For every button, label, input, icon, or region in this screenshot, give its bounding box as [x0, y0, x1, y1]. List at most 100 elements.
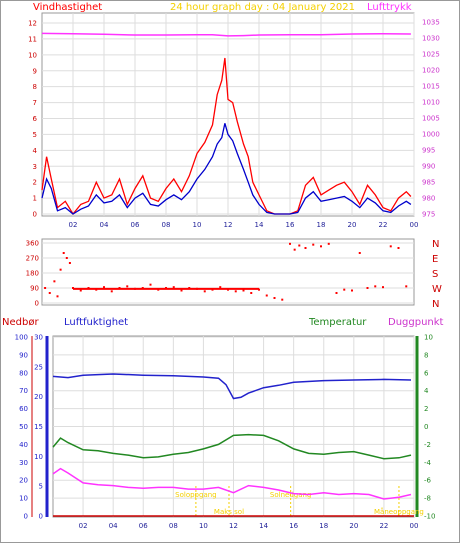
pressure-tick-label: 1030	[422, 35, 440, 43]
direction-point	[180, 289, 183, 292]
wind-tick-label: 0	[33, 211, 37, 219]
wind-tick-label: 6	[33, 115, 38, 123]
humidity-y-axis: 0 5 10 15 20 25 30	[34, 334, 43, 521]
humidity-label: Luftfuktighet	[64, 317, 128, 328]
precip-tick-label: 50	[19, 423, 28, 431]
precip-tick-label: 20	[19, 477, 28, 485]
direction-point	[79, 289, 82, 292]
humidity-x-tick: 22	[379, 522, 388, 530]
humidity-tick-label: 20	[34, 393, 43, 401]
direction-point	[234, 290, 237, 293]
direction-point	[141, 287, 144, 289]
wind-x-tick: 16	[286, 221, 295, 229]
wind-direction-y-axis: 0 90 180 270 360	[26, 240, 39, 308]
temperature-tick-label: -10	[424, 513, 435, 521]
compass-letter: E	[432, 254, 438, 265]
temperature-tick-label: -4	[424, 459, 432, 467]
pressure-tick-label: 1005	[422, 115, 440, 123]
wind-x-tick: 06	[131, 221, 140, 229]
pressure-tick-label: 995	[422, 147, 435, 155]
direction-point	[126, 285, 129, 288]
direction-point	[44, 287, 47, 289]
humidity-tick-label: 25	[34, 363, 43, 371]
humidity-x-tick: 10	[199, 522, 208, 530]
pressure-tick-label: 1010	[422, 99, 440, 107]
wind-tick-label: 3	[33, 163, 37, 171]
direction-point	[389, 245, 392, 248]
humidity-x-tick: 02	[79, 522, 88, 530]
humidity-x-tick: 00	[410, 522, 419, 530]
wind-tick-label: 9	[33, 67, 37, 75]
pressure-tick-label: 1020	[422, 67, 440, 75]
temperature-y-axis: -10 -8 -6 -4 -2 0 2 4 6 8 10	[424, 334, 435, 521]
direction-point	[265, 294, 268, 297]
direction-point	[382, 286, 384, 289]
humidity-x-tick: 12	[229, 522, 238, 530]
compass-letter: N	[432, 239, 439, 250]
event-label: Maks sol	[214, 508, 244, 516]
direction-point	[157, 288, 160, 291]
direction-point	[110, 290, 113, 293]
humidity-tick-label: 0	[39, 513, 43, 521]
wind-tick-label: 10	[28, 51, 37, 59]
humidity-tick-label: 5	[39, 483, 43, 491]
direction-point	[397, 247, 400, 249]
direction-point	[358, 252, 361, 254]
direction-point	[48, 292, 51, 294]
direction-point	[405, 285, 408, 288]
temperature-label: Temperatur	[308, 317, 367, 328]
wind-average-line	[41, 123, 412, 215]
wind-x-tick: 08	[162, 221, 171, 229]
wind-tick-label: 11	[28, 35, 37, 43]
wind-x-tick: 12	[224, 221, 233, 229]
wind-x-tick: 04	[100, 221, 109, 229]
compass-letter: W	[432, 284, 442, 295]
wind-x-tick: 10	[193, 221, 202, 229]
wind-tick-label: 8	[33, 83, 37, 91]
pressure-line	[41, 32, 411, 37]
temperature-tick-label: 6	[424, 369, 429, 377]
temperature-line	[52, 433, 412, 460]
direction-tick-label: 360	[26, 240, 39, 248]
direction-point	[343, 288, 346, 291]
direction-point	[165, 287, 167, 289]
wind-x-tick: 20	[348, 221, 357, 229]
precip-y-axis: 0 10 20 30 40 50 60 70 80 90 100	[15, 334, 28, 521]
wind-tick-label: 5	[33, 131, 37, 139]
humidity-x-tick: 04	[109, 522, 118, 530]
precip-tick-label: 60	[19, 405, 28, 413]
direction-point	[289, 242, 291, 245]
precip-tick-label: 70	[19, 387, 28, 395]
direction-point	[203, 290, 206, 293]
humidity-tick-label: 30	[34, 334, 43, 342]
direction-point	[196, 287, 198, 290]
humidity-x-tick: 08	[169, 522, 178, 530]
temperature-tick-label: 2	[424, 405, 428, 413]
precip-tick-label: 10	[19, 495, 28, 503]
direction-point	[62, 252, 65, 254]
humidity-x-tick: 16	[289, 522, 298, 530]
direction-tick-label: 90	[30, 285, 39, 293]
direction-point	[149, 283, 152, 286]
direction-point	[72, 287, 74, 289]
humidity-x-tick: 06	[139, 522, 148, 530]
wind-x-tick: 02	[69, 221, 78, 229]
direction-point	[227, 288, 229, 291]
humidity-x-tick: 14	[259, 522, 268, 530]
direction-point	[320, 245, 322, 248]
wind-gust-line	[41, 57, 412, 216]
wind-x-tick: 22	[379, 221, 388, 229]
direction-point	[56, 295, 59, 298]
pressure-title: Lufttrykk	[367, 2, 412, 13]
direction-point	[134, 287, 136, 290]
wind-speed-title: Vindhastighet	[33, 2, 102, 13]
direction-tick-label: 180	[26, 270, 39, 278]
event-label: Måneoppgang	[374, 507, 424, 516]
pressure-tick-label: 980	[422, 195, 435, 203]
wind-tick-label: 2	[33, 179, 37, 187]
wind-x-axis: 02 04 06 08 10 12 14 16 18 20 22 00	[69, 221, 419, 229]
